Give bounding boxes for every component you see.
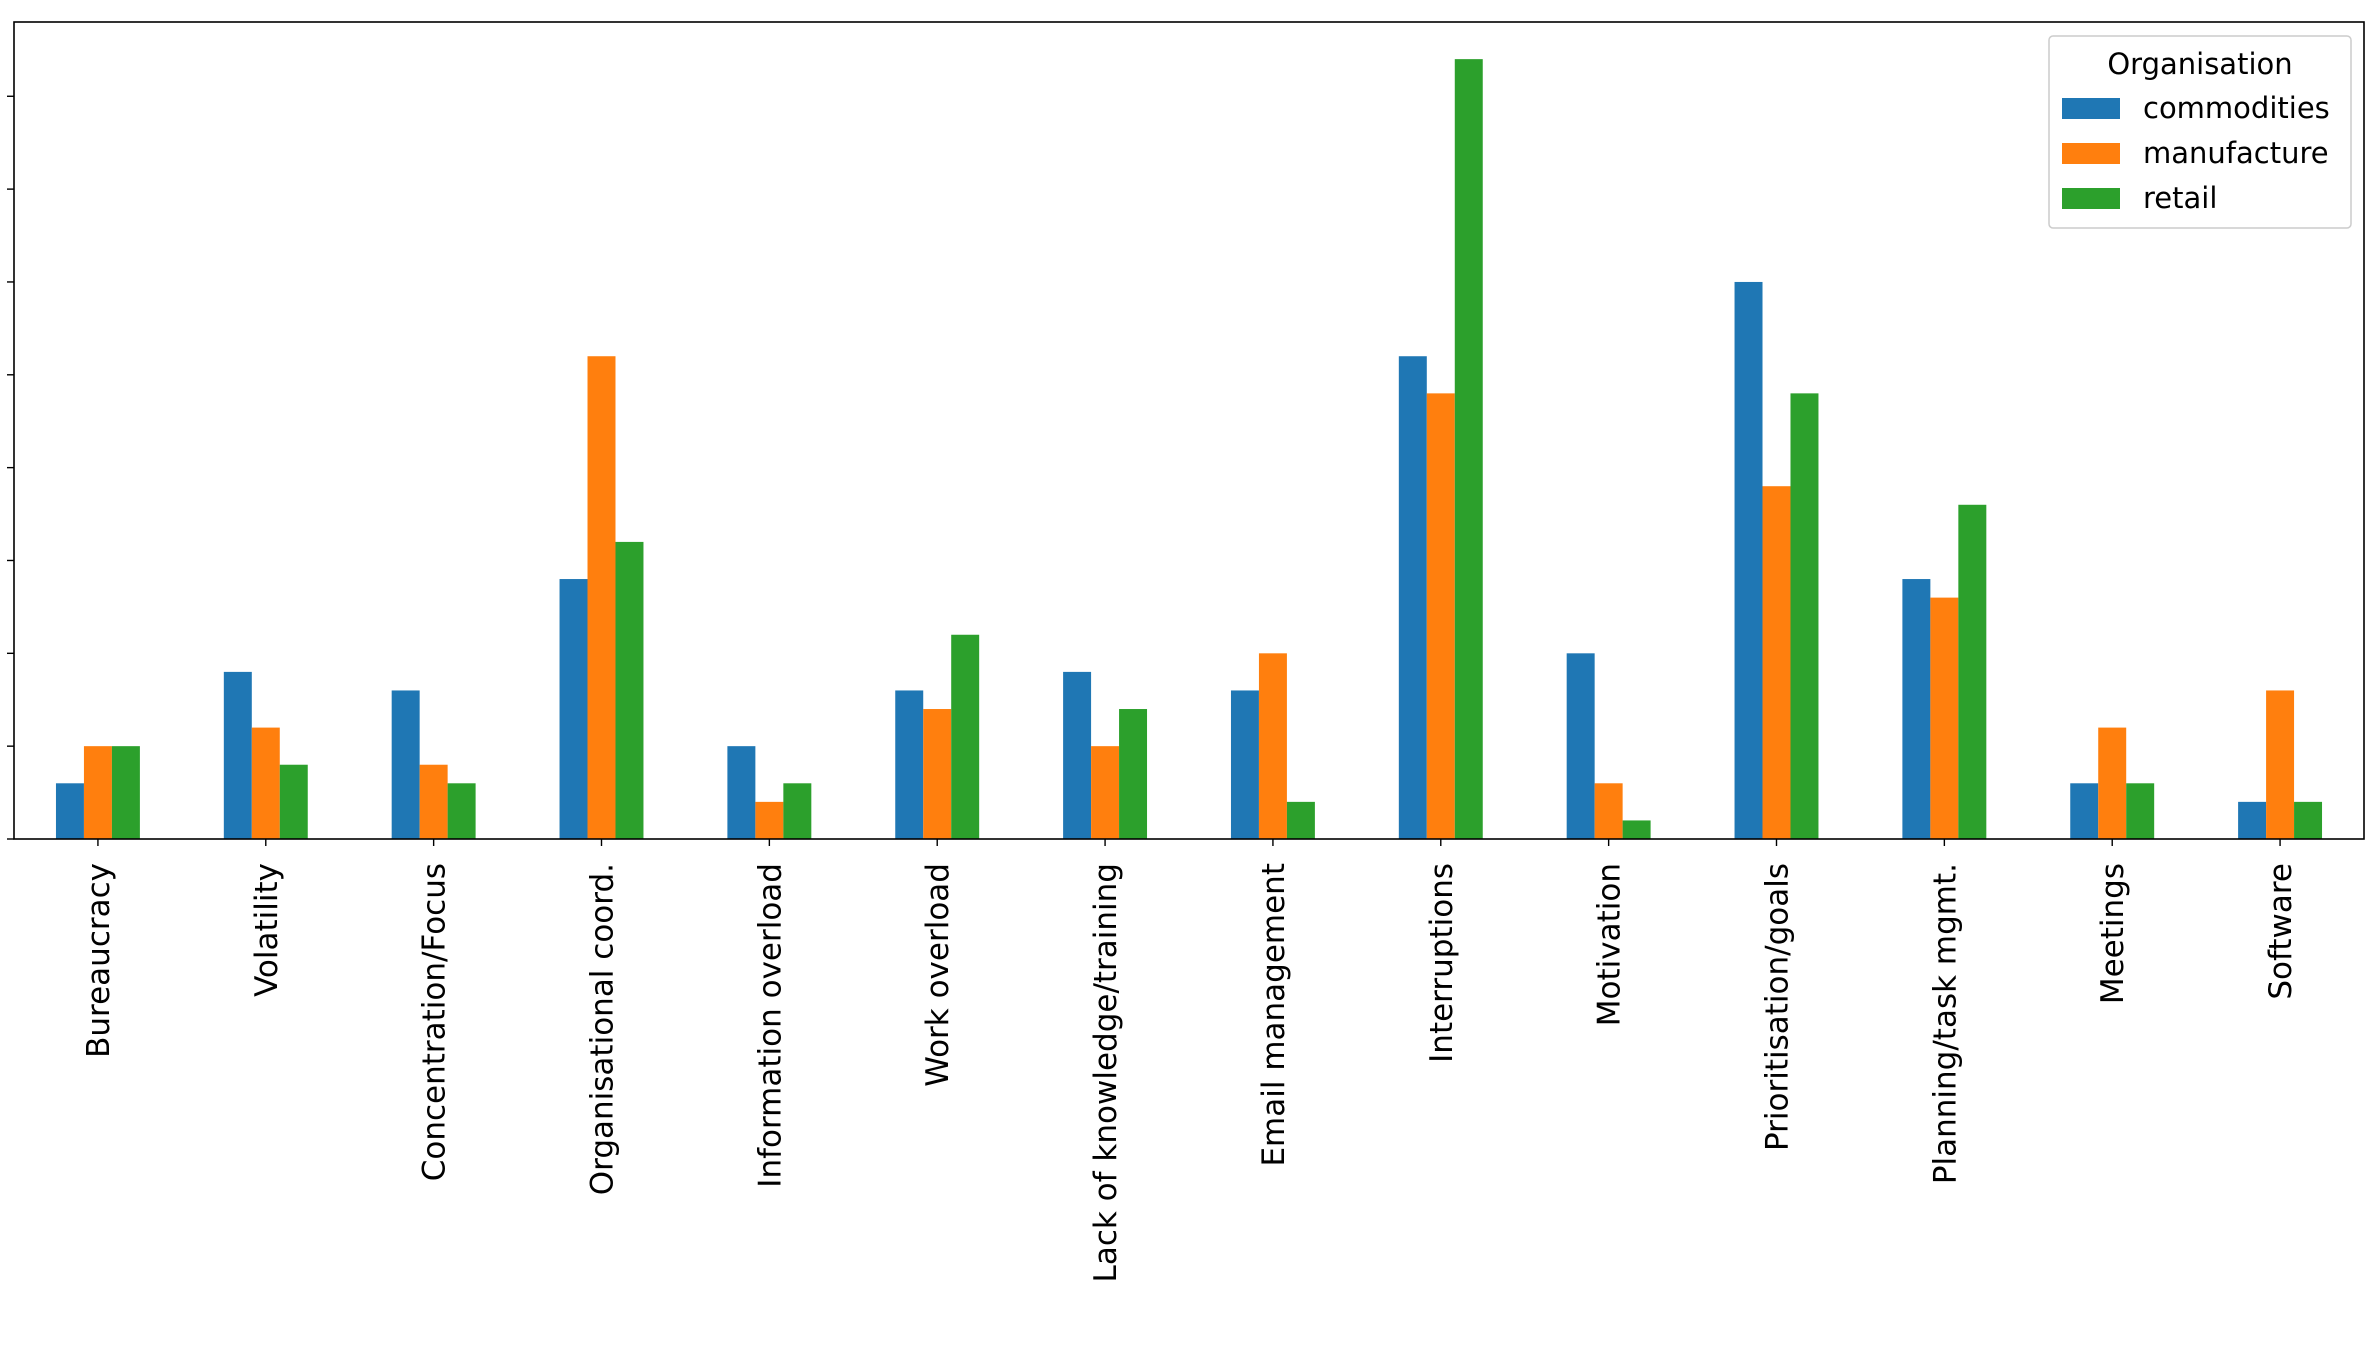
legend-swatch-retail	[2062, 188, 2120, 209]
legend-label-manufacture: manufacture	[2143, 136, 2329, 170]
bar-commodities-software	[2238, 801, 2267, 839]
bar-commodities-prioritisation-goals	[1734, 281, 1763, 839]
bar-manufacture-software	[2266, 690, 2295, 839]
bar-manufacture-volatility	[251, 727, 280, 839]
x-tick-label-information-overload: Information overload	[752, 863, 788, 1188]
x-tick-label-motivation: Motivation	[1592, 863, 1628, 1026]
bar-retail-work-overload	[951, 634, 980, 839]
bar-commodities-bureaucracy	[55, 783, 84, 839]
x-tick-label-lack-of-knowledge-training: Lack of knowledge/training	[1088, 863, 1124, 1282]
bar-retail-interruptions	[1454, 59, 1483, 840]
bar-manufacture-work-overload	[923, 709, 952, 839]
legend-box	[2048, 35, 2352, 229]
bar-retail-volatility	[279, 764, 308, 839]
bar-commodities-interruptions	[1398, 356, 1427, 839]
legend-swatch-manufacture	[2062, 143, 2120, 164]
bar-manufacture-information-overload	[755, 801, 784, 839]
x-tick-label-volatility: Volatility	[249, 863, 285, 997]
bar-retail-meetings	[2126, 783, 2155, 839]
plot-frame	[13, 21, 2365, 840]
bar-manufacture-concentration-focus	[419, 764, 448, 839]
bar-manufacture-meetings	[2098, 727, 2127, 839]
legend-swatch-commodities	[2062, 98, 2120, 119]
bar-manufacture-planning-task-mgmt	[1930, 597, 1959, 839]
legend: Organisation commodities manufacture retail	[2048, 35, 2352, 229]
bar-commodities-work-overload	[895, 690, 924, 839]
bar-manufacture-prioritisation-goals	[1762, 486, 1791, 839]
bar-commodities-information-overload	[727, 746, 756, 839]
bar-retail-email-management	[1286, 801, 1315, 839]
bar-retail-concentration-focus	[447, 783, 476, 839]
bar-commodities-lack-of-knowledge-training	[1063, 671, 1092, 839]
bars-layer	[55, 59, 2323, 840]
bar-commodities-planning-task-mgmt	[1902, 579, 1931, 839]
bar-retail-lack-of-knowledge-training	[1119, 709, 1148, 839]
bar-manufacture-interruptions	[1426, 393, 1455, 839]
x-tick-label-meetings: Meetings	[2095, 863, 2131, 1004]
bar-commodities-motivation	[1566, 653, 1595, 839]
legend-title: Organisation	[2107, 47, 2292, 81]
x-tick-label-software: Software	[2263, 863, 2299, 1000]
bar-commodities-organisational-coord	[559, 579, 588, 839]
x-tick-label-interruptions: Interruptions	[1424, 863, 1460, 1063]
bar-commodities-volatility	[223, 671, 252, 839]
bar-retail-organisational-coord	[615, 541, 644, 839]
bar-retail-software	[2294, 801, 2323, 839]
bar-commodities-meetings	[2070, 783, 2099, 839]
bar-manufacture-bureaucracy	[83, 746, 112, 839]
bar-commodities-email-management	[1230, 690, 1259, 839]
bar-retail-information-overload	[783, 783, 812, 839]
legend-label-commodities: commodities	[2143, 91, 2330, 125]
bar-commodities-concentration-focus	[391, 690, 420, 839]
bar-retail-motivation	[1622, 820, 1651, 839]
bar-retail-prioritisation-goals	[1790, 393, 1819, 839]
axes-layer	[7, 21, 2365, 846]
bar-manufacture-motivation	[1594, 783, 1623, 839]
x-tick-label-planning-task-mgmt: Planning/task mgmt.	[1927, 863, 1963, 1184]
bar-manufacture-lack-of-knowledge-training	[1091, 746, 1120, 839]
x-tick-label-prioritisation-goals: Prioritisation/goals	[1760, 863, 1796, 1151]
x-tick-labels: Bureaucracy Volatility Concentration/Focus…	[81, 863, 2299, 1282]
bar-manufacture-email-management	[1258, 653, 1287, 839]
bar-retail-planning-task-mgmt	[1958, 504, 1987, 839]
x-tick-label-bureaucracy: Bureaucracy	[81, 863, 117, 1058]
x-tick-label-work-overload: Work overload	[920, 863, 956, 1087]
x-tick-label-concentration-focus: Concentration/Focus	[417, 863, 453, 1181]
bar-retail-bureaucracy	[111, 746, 140, 839]
legend-label-retail: retail	[2143, 181, 2217, 215]
x-tick-label-organisational-coord: Organisational coord.	[585, 863, 621, 1195]
bar-manufacture-organisational-coord	[587, 356, 616, 839]
x-tick-label-email-management: Email management	[1256, 863, 1292, 1167]
